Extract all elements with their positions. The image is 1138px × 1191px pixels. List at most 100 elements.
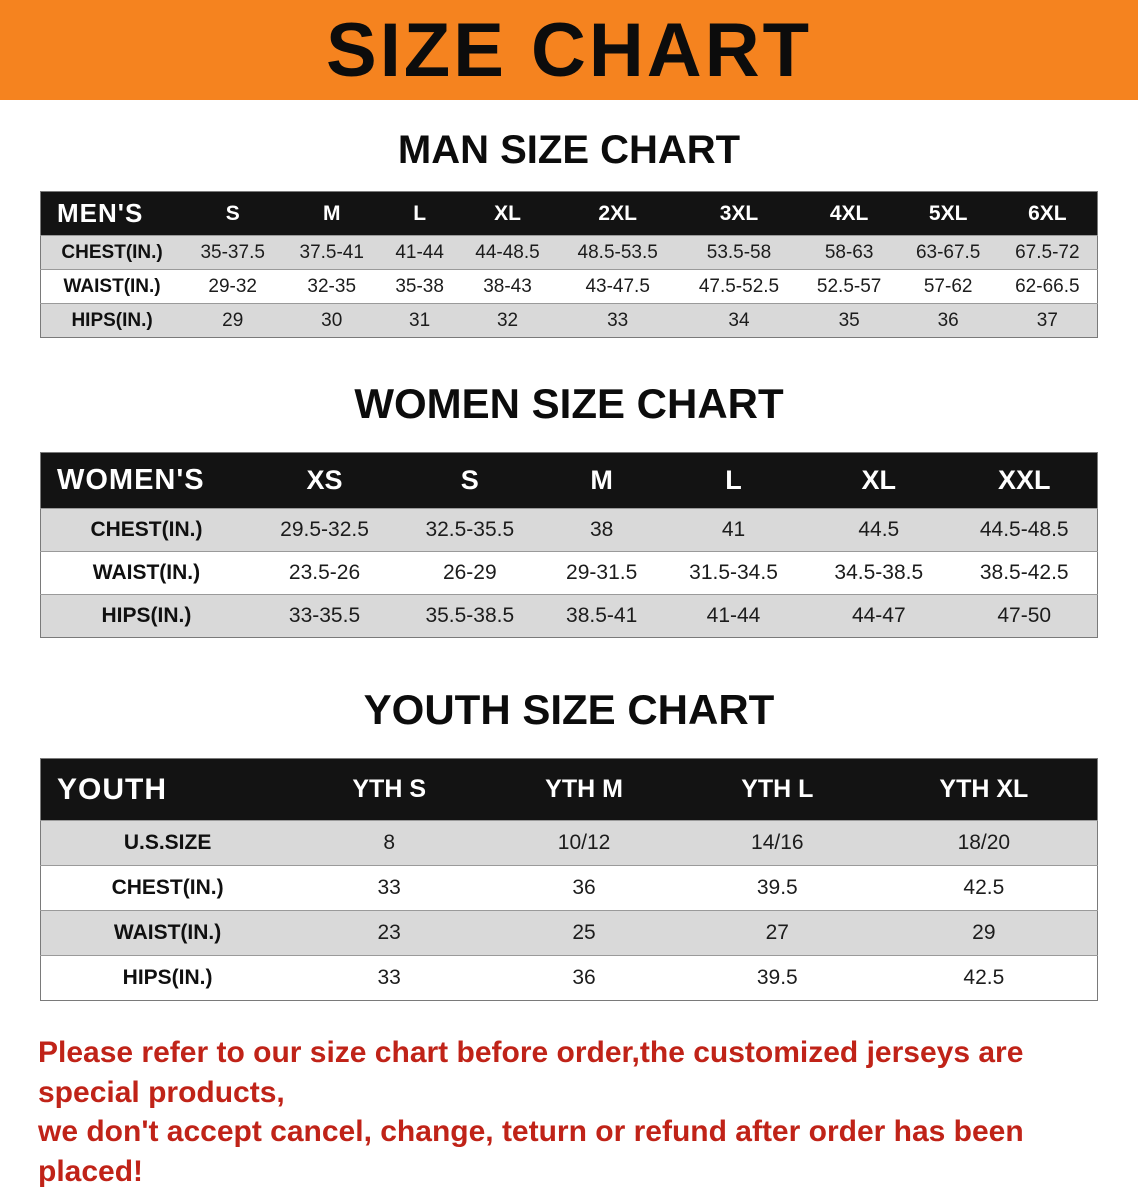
size-value-cell: 8 [383, 831, 396, 854]
table-row: HIPS(IN.) 29 30 31 32 33 34 35 36 37 [40, 303, 1098, 338]
size-value-cell: 38.5-41 [566, 604, 638, 627]
youth-table-title: YOUTH [57, 772, 167, 806]
men-header-row: MEN'S S M L XL 2XL 3XL 4XL 5XL 6XL [40, 191, 1098, 236]
size-column-header: 5XL [928, 201, 968, 225]
size-column-header: S [225, 201, 240, 225]
size-value-cell: 34 [728, 309, 750, 331]
size-column-header: XXL [997, 465, 1051, 495]
size-value-cell: 23 [377, 921, 401, 944]
row-label: CHEST(IN.) [90, 518, 203, 541]
women-size-table: WOMEN'S XS S M L XL XXL CHEST(IN.) 29.5-… [40, 452, 1098, 638]
size-value-cell: 37 [1036, 309, 1058, 331]
table-row: WAIST(IN.) 29-32 32-35 35-38 38-43 43-47… [40, 269, 1098, 304]
table-row: WAIST(IN.) 23 25 27 29 [40, 910, 1098, 956]
size-column-header: L [725, 465, 742, 495]
size-value-cell: 42.5 [963, 966, 1005, 989]
size-column-header: YTH L [741, 775, 814, 803]
size-value-cell: 47.5-52.5 [698, 275, 780, 297]
size-value-cell: 35.5-38.5 [425, 604, 515, 627]
disclaimer: Please refer to our size chart before or… [38, 1033, 1100, 1191]
size-value-cell: 38-43 [483, 275, 532, 297]
men-size-section: MAN SIZE CHART MEN'S S M L XL 2XL 3XL 4X… [0, 100, 1138, 338]
size-value-cell: 48.5-53.5 [577, 241, 658, 263]
size-value-cell: 32.5-35.5 [425, 518, 515, 541]
size-column-header: S [460, 465, 479, 495]
size-value-cell: 32 [496, 309, 519, 331]
size-value-cell: 58-63 [824, 241, 874, 263]
size-column-header: YTH M [545, 775, 623, 803]
size-column-header: YTH XL [939, 775, 1029, 803]
size-column-header: M [590, 465, 613, 495]
size-value-cell: 14/16 [751, 831, 804, 854]
size-value-cell: 25 [572, 921, 596, 944]
size-value-cell: 34.5-38.5 [834, 561, 924, 584]
size-value-cell: 33-35.5 [288, 604, 361, 627]
size-value-cell: 37.5-41 [299, 241, 364, 263]
women-table-title: WOMEN'S [57, 464, 205, 496]
size-value-cell: 38.5-42.5 [979, 561, 1069, 584]
size-column-header: 3XL [719, 201, 759, 225]
table-row: U.S.SIZE 8 10/12 14/16 18/20 [40, 820, 1098, 866]
men-table-title: MEN'S [57, 198, 144, 228]
size-value-cell: 38 [589, 518, 614, 541]
size-value-cell: 57-62 [923, 275, 973, 297]
size-value-cell: 44.5-48.5 [979, 518, 1069, 541]
table-row: HIPS(IN.) 33 36 39.5 42.5 [40, 955, 1098, 1001]
row-label: CHEST(IN.) [111, 876, 224, 899]
size-value-cell: 29-31.5 [566, 561, 638, 584]
size-value-cell: 39.5 [756, 966, 798, 989]
size-value-cell: 47-50 [997, 604, 1052, 627]
men-size-table: MEN'S S M L XL 2XL 3XL 4XL 5XL 6XL CHEST… [40, 191, 1098, 338]
row-label: WAIST(IN.) [113, 921, 222, 944]
size-value-cell: 26-29 [442, 561, 497, 584]
size-value-cell: 31 [409, 309, 431, 331]
size-value-cell: 29-32 [208, 275, 257, 297]
size-value-cell: 29.5-32.5 [280, 518, 369, 541]
men-section-heading: MAN SIZE CHART [397, 128, 741, 172]
size-value-cell: 39.5 [756, 876, 798, 899]
disclaimer-line-1: Please refer to our size chart before or… [38, 1036, 1024, 1109]
table-row: WAIST(IN.) 23.5-26 26-29 29-31.5 31.5-34… [40, 551, 1098, 595]
size-value-cell: 52.5-57 [816, 275, 882, 297]
youth-size-section: YOUTH SIZE CHART YOUTH YTH S YTH M YTH L… [0, 638, 1138, 1001]
size-column-header: 2XL [598, 201, 637, 225]
youth-size-table: YOUTH YTH S YTH M YTH L YTH XL U.S.SIZE … [40, 758, 1098, 1001]
size-value-cell: 29 [972, 921, 996, 944]
size-column-header: 4XL [829, 201, 869, 225]
size-value-cell: 23.5-26 [288, 561, 361, 584]
table-row: HIPS(IN.) 33-35.5 35.5-38.5 38.5-41 41-4… [40, 594, 1098, 638]
size-value-cell: 67.5-72 [1015, 241, 1080, 263]
size-column-header: L [413, 201, 427, 225]
women-header-row: WOMEN'S XS S M L XL XXL [40, 452, 1098, 509]
size-value-cell: 35 [838, 309, 860, 331]
size-value-cell: 36 [937, 309, 959, 331]
size-value-cell: 44.5 [858, 518, 900, 541]
size-value-cell: 33 [607, 309, 629, 331]
table-row: CHEST(IN.) 29.5-32.5 32.5-35.5 38 41 44.… [40, 508, 1098, 552]
size-value-cell: 31.5-34.5 [689, 561, 778, 584]
youth-section-heading: YOUTH SIZE CHART [363, 686, 775, 733]
size-column-header: YTH S [352, 775, 426, 803]
size-value-cell: 18/20 [957, 831, 1011, 854]
size-value-cell: 44-47 [851, 604, 906, 627]
row-label: HIPS(IN.) [122, 966, 213, 989]
table-row: CHEST(IN.) 35-37.5 37.5-41 41-44 44-48.5… [40, 235, 1098, 270]
disclaimer-line-2: we don't accept cancel, change, teturn o… [38, 1115, 1024, 1188]
row-label: HIPS(IN.) [101, 604, 192, 627]
row-label: WAIST(IN.) [92, 561, 201, 584]
table-row: CHEST(IN.) 33 36 39.5 42.5 [40, 865, 1098, 911]
size-column-header: 6XL [1028, 201, 1067, 225]
size-value-cell: 33 [377, 876, 401, 899]
row-label: HIPS(IN.) [71, 309, 153, 331]
row-label: U.S.SIZE [123, 831, 212, 854]
size-value-cell: 41-44 [395, 241, 444, 263]
size-value-cell: 10/12 [557, 831, 611, 854]
banner: SIZE CHART [0, 0, 1138, 100]
row-label: CHEST(IN.) [61, 241, 163, 263]
size-column-header: XL [861, 465, 897, 495]
size-value-cell: 44-48.5 [475, 241, 540, 263]
youth-header-row: YOUTH YTH S YTH M YTH L YTH XL [40, 758, 1098, 821]
size-value-cell: 30 [321, 309, 343, 331]
size-value-cell: 29 [222, 309, 244, 331]
